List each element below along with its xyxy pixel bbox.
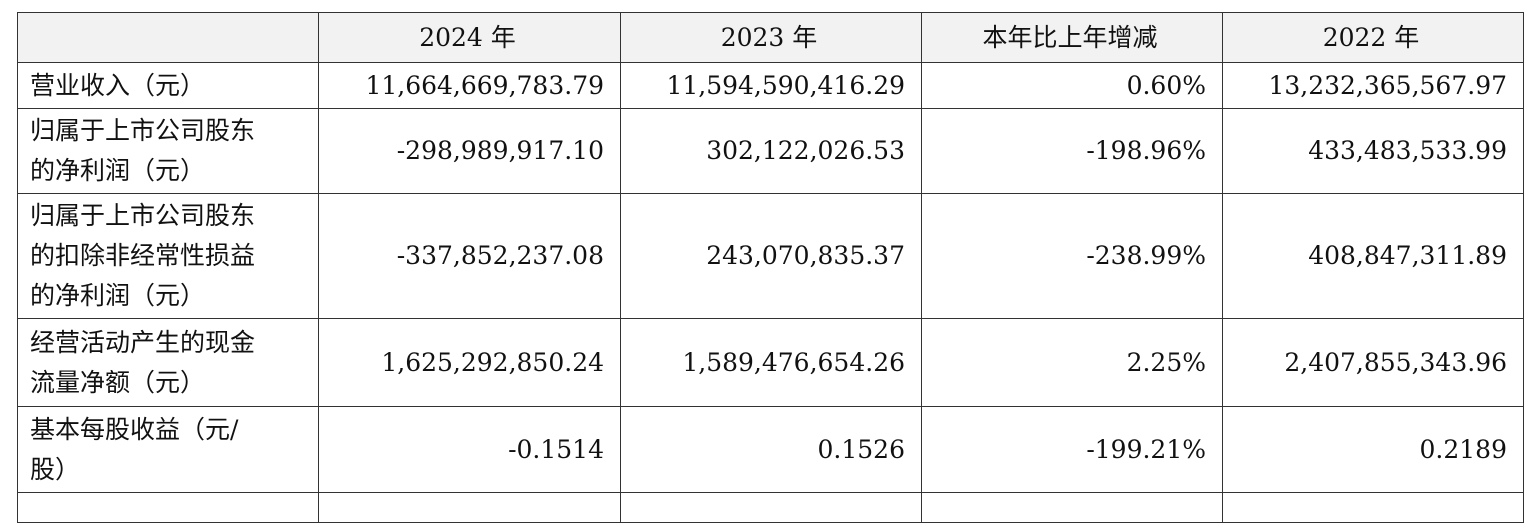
value-cell: -0.1514 <box>318 406 621 493</box>
row-label-cell: 归属于上市公司股东的扣除非经常性损益的净利润（元） <box>17 193 319 319</box>
table-row: 归属于上市公司股东的净利润（元） -298,989,917.10 302,122,0… <box>17 108 1524 194</box>
value-cell: 11,594,590,416.29 <box>620 62 922 109</box>
data-table: 2024 年 2023 年本年比上年增减 2022 年 营业收入（元） 11,664,… <box>17 12 1524 523</box>
table-row: 经营活动产生的现金流量净额（元） 1,625,292,850.24 1,589,47… <box>17 318 1524 407</box>
value-cell: -198.96% <box>921 108 1223 194</box>
page: 2024 年 2023 年本年比上年增减 2022 年 营业收入（元） 11,664,… <box>17 12 1524 523</box>
value-cell: 1,625,292,850.24 <box>318 318 621 407</box>
table-row: 基本每股收益（元/股） -0.1514 0.1526 -199.21% 0.2189 <box>17 406 1524 493</box>
value-cell: 0.1526 <box>620 406 922 493</box>
value-cell: 2,407,855,343.96 <box>1222 318 1524 407</box>
row-label: 经营活动产生的现金流量净额（元） <box>30 327 256 397</box>
row-label-cell: 经营活动产生的现金流量净额（元） <box>17 318 319 407</box>
header-cell: 本年比上年增减 <box>921 12 1223 63</box>
value-cell: -337,852,237.08 <box>318 193 621 319</box>
header-row: 2024 年 2023 年本年比上年增减 2022 年 <box>17 12 1524 63</box>
value-cell: 433,483,533.99 <box>1222 108 1524 194</box>
row-label-cell: 归属于上市公司股东的净利润（元） <box>17 108 319 194</box>
value-cell: 13,232,365,567.97 <box>1222 62 1524 109</box>
header-cell <box>17 12 319 63</box>
value-cell: -298,989,917.10 <box>318 108 621 194</box>
value-cell: 0.2189 <box>1222 406 1524 493</box>
row-label: 归属于上市公司股东的净利润（元） <box>30 116 256 185</box>
table-row: 归属于上市公司股东的扣除非经常性损益的净利润（元） -337,852,237.08… <box>17 193 1524 319</box>
value-cell: 1,589,476,654.26 <box>620 318 922 407</box>
row-label-cell: 营业收入（元） <box>17 62 319 109</box>
value-cell: 0.60% <box>921 62 1223 109</box>
row-label: 营业收入（元） <box>30 70 206 100</box>
value-cell: 2.25% <box>921 318 1223 407</box>
table-body: 营业收入（元） 11,664,669,783.79 11,594,590,416.2… <box>17 62 1524 523</box>
value-cell: 408,847,311.89 <box>1222 193 1524 319</box>
header-cell: 2023 年 <box>620 12 922 63</box>
header-cell: 2024 年 <box>318 12 621 63</box>
table-row: 营业收入（元） 11,664,669,783.79 11,594,590,416.2… <box>17 62 1524 109</box>
value-cell: -238.99% <box>921 193 1223 319</box>
row-label: 归属于上市公司股东的扣除非经常性损益的净利润（元） <box>30 201 256 310</box>
row-label-cell: 基本每股收益（元/股） <box>17 406 319 493</box>
value-cell: -199.21% <box>921 406 1223 493</box>
value-cell: 11,664,669,783.79 <box>318 62 621 109</box>
value-cell: 302,122,026.53 <box>620 108 922 194</box>
table-header: 2024 年 2023 年本年比上年增减 2022 年 <box>17 12 1524 63</box>
row-label: 基本每股收益（元/股） <box>30 414 239 484</box>
header-cell: 2022 年 <box>1222 12 1524 63</box>
value-cell: 243,070,835.37 <box>620 193 922 319</box>
